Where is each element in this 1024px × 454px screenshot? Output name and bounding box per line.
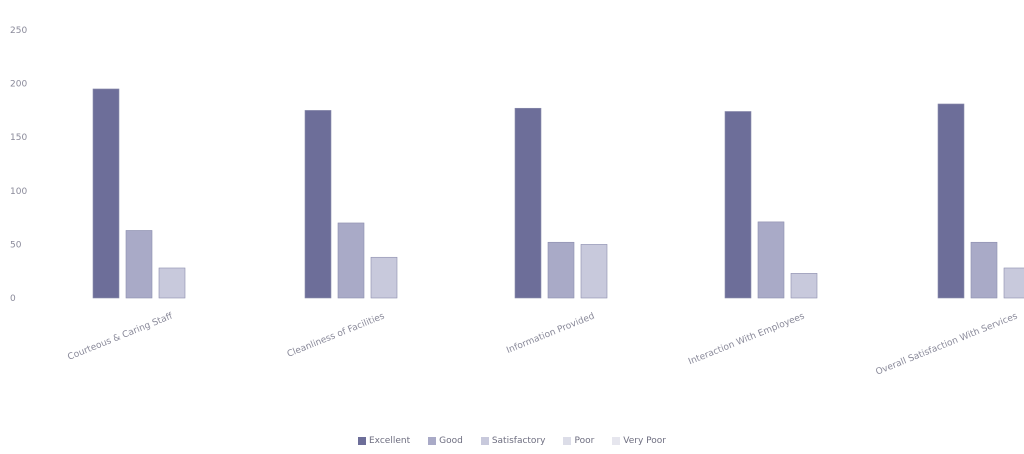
bar-good (547, 241, 575, 299)
bar-excellent (514, 107, 542, 299)
bar-satisfactory (1003, 267, 1024, 299)
y-tick-label: 50 (10, 240, 22, 250)
legend-swatch (480, 437, 489, 445)
legend-label: Very Poor (623, 436, 666, 446)
y-tick-label: 250 (10, 26, 27, 36)
legend-swatch (428, 437, 437, 445)
y-tick-label: 200 (10, 80, 27, 90)
category-label: Courteous & Caring Staff (66, 311, 174, 363)
bar-good (337, 222, 365, 299)
legend-label: Poor (574, 436, 595, 446)
category-label: Cleanliness of Facilities (286, 311, 387, 359)
bar-satisfactory (158, 267, 186, 299)
bar-excellent (92, 88, 120, 299)
legend-swatch (358, 437, 366, 445)
bar-excellent (304, 110, 332, 299)
bar-satisfactory (370, 256, 398, 299)
y-tick-label: 150 (10, 133, 27, 143)
y-tick-label: 0 (10, 294, 16, 304)
legend-label: Good (439, 436, 463, 446)
bar-good (125, 230, 153, 299)
legend-label: Excellent (369, 436, 411, 446)
legend-item: Excellent (358, 436, 410, 446)
category-label: Overall Satisfaction With Services (874, 311, 1019, 377)
y-tick-label: 100 (10, 187, 27, 197)
bar-satisfactory (790, 273, 818, 299)
legend-label: Satisfactory (491, 436, 546, 446)
legend-item: Good (428, 436, 463, 446)
bar-excellent (937, 103, 965, 299)
legend-swatch (612, 437, 621, 445)
legend-item: Very Poor (612, 436, 666, 446)
legend-item: Satisfactory (480, 436, 546, 446)
legend-item: Poor (563, 436, 594, 446)
bar-satisfactory (580, 244, 608, 299)
bar-good (757, 221, 785, 299)
category-label: Interaction With Employees (687, 311, 806, 367)
category-label: Information Provided (505, 312, 596, 356)
bar-good (970, 241, 998, 299)
bar-excellent (724, 111, 752, 299)
legend: Excellent Good Satisfactory Poor Very Poor (0, 436, 1024, 446)
legend-swatch (563, 437, 572, 445)
